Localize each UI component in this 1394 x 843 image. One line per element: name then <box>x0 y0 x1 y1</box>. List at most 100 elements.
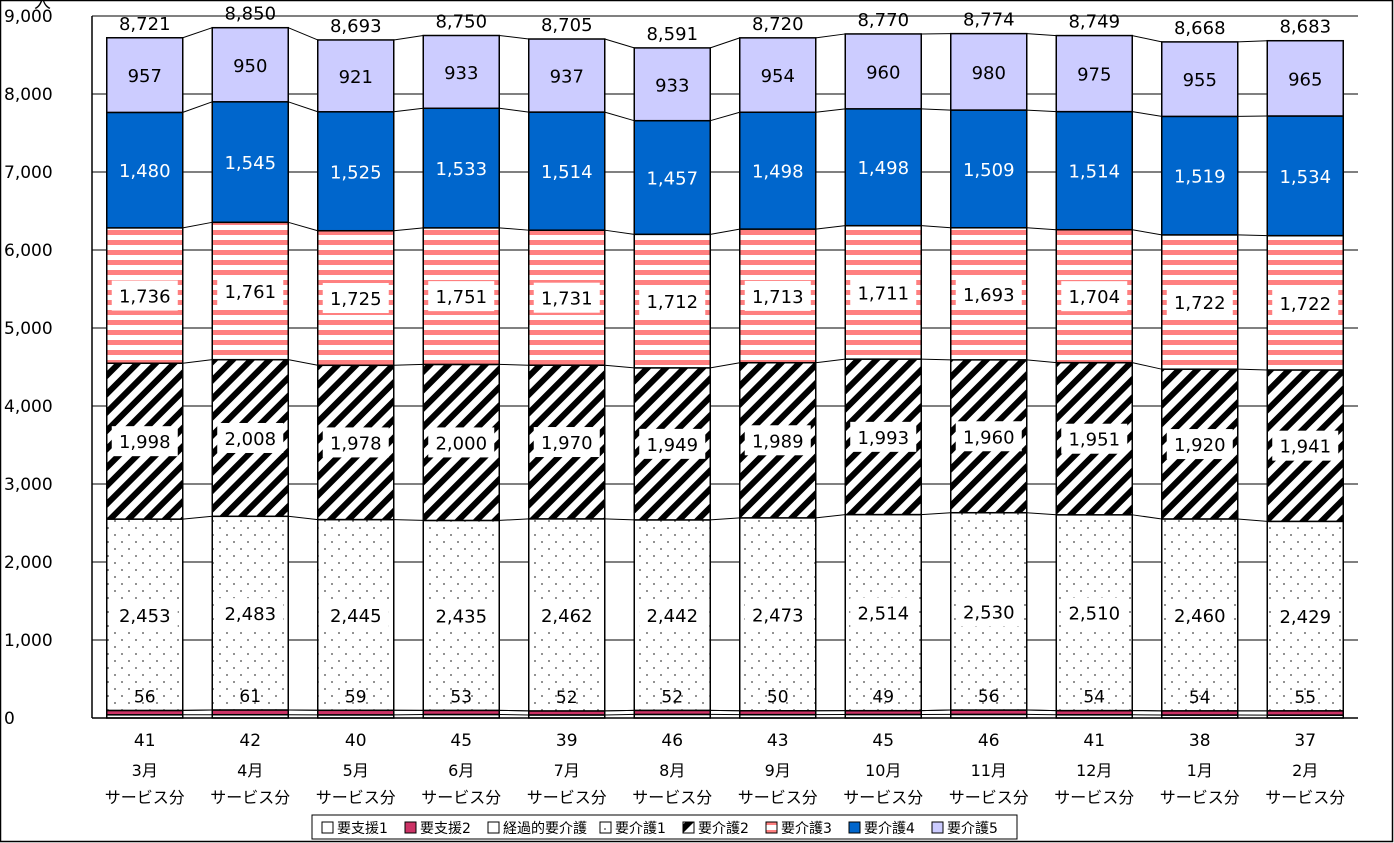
data-label-series-1: 55 <box>1294 688 1316 708</box>
series-connector <box>815 358 846 364</box>
data-label-series-6: 1,514 <box>1068 162 1120 183</box>
data-label-series-0: 46 <box>661 731 683 751</box>
y-tick-label: 6,000 <box>4 241 53 261</box>
series-connector <box>815 33 846 39</box>
x-tick-label: サービス分 <box>738 788 818 807</box>
legend-label: 要介護1 <box>615 821 666 837</box>
total-label: 8,850 <box>224 4 276 25</box>
data-label-series-4: 1,920 <box>1174 435 1226 456</box>
data-label-series-5: 1,761 <box>224 282 276 303</box>
data-label-series-7: 933 <box>655 75 689 96</box>
x-tick-label: 3月 <box>132 761 158 780</box>
bar-segment-series-7 <box>106 37 184 114</box>
data-label-series-3: 2,460 <box>1174 606 1226 627</box>
total-label: 8,683 <box>1279 17 1331 38</box>
series-connector <box>288 27 318 41</box>
series-connector <box>1132 229 1162 236</box>
data-label-series-4: 1,960 <box>963 427 1015 448</box>
data-label-series-7: 954 <box>761 66 795 87</box>
total-label: 8,721 <box>119 14 171 35</box>
data-label-series-4: 1,941 <box>1279 437 1331 458</box>
bar-segment-series-6 <box>633 119 711 236</box>
data-label-series-7: 975 <box>1077 65 1111 86</box>
data-label-bg <box>1272 287 1339 318</box>
data-label-series-5: 1,711 <box>857 283 909 304</box>
series-connector <box>499 107 529 113</box>
data-label-series-5: 1,704 <box>1068 287 1120 308</box>
series-connector <box>604 518 635 521</box>
bar-segment-series-7 <box>317 39 395 113</box>
data-label-bg <box>322 427 389 458</box>
x-tick-label: サービス分 <box>316 788 396 807</box>
data-label-series-3: 2,514 <box>857 604 909 625</box>
data-label-series-6: 1,545 <box>224 153 276 174</box>
data-label-series-0: 38 <box>1189 731 1211 751</box>
series-connector <box>288 101 318 113</box>
bar-segment-series-7 <box>1266 39 1344 117</box>
y-tick-label: 0 <box>4 709 15 729</box>
data-label-bg <box>1166 599 1233 630</box>
total-label: 8,668 <box>1174 18 1226 39</box>
series-connector <box>182 359 213 364</box>
data-label-series-5: 1,725 <box>330 289 382 310</box>
legend-swatch <box>321 821 334 834</box>
data-label-series-4: 1,989 <box>752 431 804 452</box>
bar-segment-series-7 <box>633 47 711 122</box>
data-label-series-4: 1,978 <box>330 433 382 454</box>
data-label-series-6: 1,519 <box>1174 167 1226 188</box>
series-connector <box>1026 359 1057 364</box>
data-labels: 2,453 1,998 1,736 1,480 957 56 41 8,721 2,483 2,0… <box>111 4 1339 751</box>
bar-segment-series-6 <box>739 111 817 230</box>
bar-segment-series-6 <box>317 111 395 232</box>
total-label: 8,774 <box>963 10 1015 31</box>
series-connectors <box>182 27 1268 716</box>
data-label-series-1: 56 <box>134 687 156 707</box>
legend-label: 要支援1 <box>337 821 388 837</box>
data-label-bg <box>850 277 917 308</box>
y-tick-label: 8,000 <box>4 85 53 105</box>
x-tick-label: 2月 <box>1292 761 1318 780</box>
data-label-bg <box>744 280 811 311</box>
x-tick-label: 4月 <box>237 761 263 780</box>
data-label-series-6: 1,480 <box>119 161 171 182</box>
data-label-series-1: 59 <box>345 687 367 707</box>
series-connector <box>393 35 424 41</box>
data-label-bg <box>322 283 389 314</box>
data-label-bg <box>217 275 284 306</box>
data-label-series-7: 950 <box>233 56 267 77</box>
data-label-series-7: 921 <box>339 67 373 88</box>
data-label-series-0: 45 <box>872 731 894 751</box>
series-connector <box>710 37 740 49</box>
x-tick-label: 8月 <box>659 761 685 780</box>
legend-swatch <box>848 821 861 834</box>
series-connector <box>182 101 213 113</box>
total-label: 8,720 <box>752 14 804 35</box>
data-label-series-0: 37 <box>1294 731 1316 751</box>
series-connector <box>182 221 213 229</box>
data-label-bg <box>639 600 706 631</box>
data-label-series-1: 54 <box>1189 688 1211 708</box>
legend-swatch <box>404 821 417 834</box>
data-label-bg <box>533 599 600 630</box>
series-connector <box>1026 512 1057 516</box>
y-tick-label: 2,000 <box>4 553 53 573</box>
data-label-series-4: 1,993 <box>857 428 909 449</box>
data-label-series-5: 1,712 <box>646 292 698 313</box>
data-label-series-4: 1,951 <box>1068 430 1120 451</box>
legend-swatch <box>599 821 612 834</box>
data-label-series-4: 1,970 <box>541 433 593 454</box>
bar-segment-series-6 <box>211 101 289 224</box>
legend: 要支援1 要支援2 経過的要介護 要介護1 要介護2 要介護3 要介護4 要介護5 <box>311 814 1018 840</box>
data-label-bg <box>428 281 495 312</box>
data-label-series-3: 2,510 <box>1068 604 1120 625</box>
x-tick-label: 6月 <box>448 761 474 780</box>
series-connector <box>1132 111 1162 117</box>
series-connector <box>182 27 213 39</box>
data-label-series-1: 54 <box>1083 688 1105 708</box>
data-label-bg <box>533 427 600 458</box>
legend-swatch <box>682 821 695 834</box>
data-label-series-7: 933 <box>444 63 478 84</box>
data-label-series-1: 53 <box>450 687 472 707</box>
data-label-series-5: 1,736 <box>119 287 171 308</box>
x-tick-label: サービス分 <box>1160 788 1240 807</box>
